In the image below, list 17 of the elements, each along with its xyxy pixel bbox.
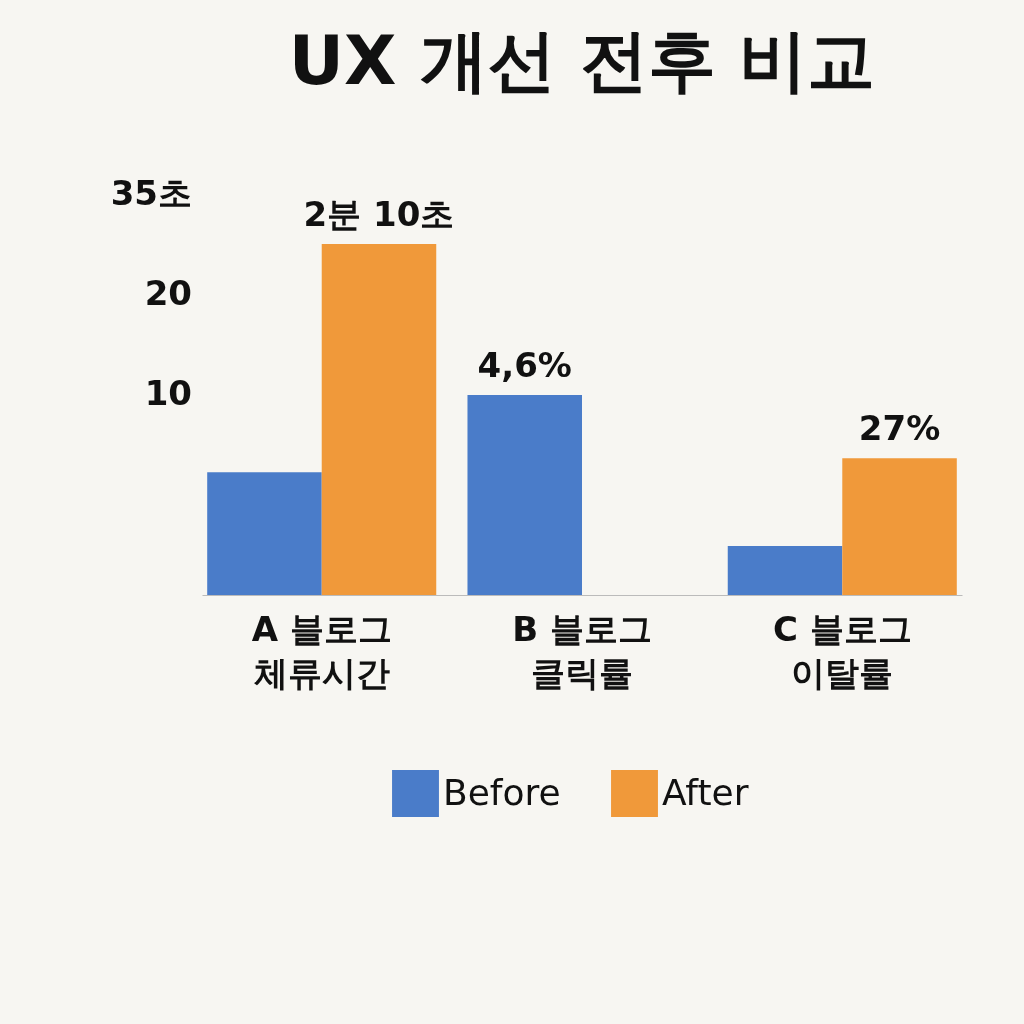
bar	[727, 545, 843, 595]
x-tick-label: C 블로그 이탈률	[772, 608, 912, 693]
annotation: 27%	[858, 408, 941, 449]
bar	[842, 458, 957, 595]
x-tick-label: A 블로그 체류시간	[251, 608, 392, 693]
chart-title: UX 개선 전후 비교	[288, 21, 876, 100]
bar	[321, 244, 437, 595]
bar	[467, 395, 582, 595]
text: 20	[144, 273, 192, 313]
legend-label: Before	[443, 771, 561, 813]
text: 35초	[110, 173, 192, 213]
bar	[207, 472, 322, 595]
annotation: 4,6%	[477, 345, 572, 385]
x-tick-label: B 블로그 클릭률	[512, 608, 652, 693]
legend-label: After	[662, 771, 749, 813]
text: 10	[144, 373, 192, 413]
text: 2분 10초	[303, 194, 455, 235]
